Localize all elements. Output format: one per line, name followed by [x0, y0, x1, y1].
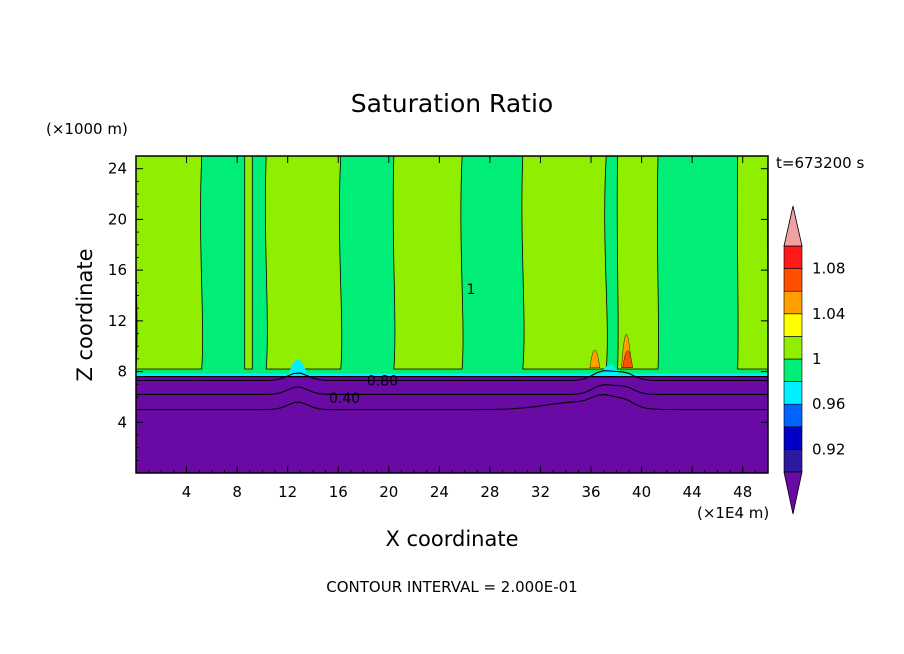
colorbar-swatch-6	[783, 313, 803, 337]
colorbar-swatch-9	[783, 245, 803, 269]
contour-line-2	[136, 393, 768, 411]
x-tick-label-3: 16	[329, 483, 348, 501]
colorbar-tick-label-2: 1	[812, 350, 822, 368]
colorbar: 0.92 0.96 1 1.04 1.08	[783, 205, 845, 515]
x-tick-label-4: 20	[379, 483, 398, 501]
cyan-strip	[136, 373, 768, 377]
x-tick-label-11: 48	[733, 483, 752, 501]
y-unit-label: (×1000 m)	[46, 120, 128, 138]
time-label: t=673200 s	[776, 154, 864, 172]
contour-label-1: 0.40	[329, 391, 360, 407]
colorbar-max-arrow	[783, 205, 803, 247]
x-tick-label-0: 4	[182, 483, 192, 501]
contour-interval-label: CONTOUR INTERVAL = 2.000E-01	[326, 578, 577, 596]
y-tick-label-2: 12	[108, 312, 127, 330]
cyan-bump-0	[287, 359, 308, 377]
y-tick-label-1: 8	[117, 363, 127, 381]
x-unit-label: (×1E4 m)	[697, 504, 769, 522]
contour-label-2: 1	[466, 282, 475, 298]
y-axis: 4 8 12 16 20 24	[108, 160, 768, 461]
y-tick-label-0: 4	[117, 413, 127, 431]
colorbar-swatch-7	[783, 290, 803, 315]
colorbar-swatch-0	[783, 449, 803, 473]
contour-labels: 0.80 0.40 1	[329, 282, 475, 407]
band-4	[521, 156, 608, 370]
contour-label-0: 0.80	[367, 373, 398, 389]
band-0	[136, 156, 204, 370]
y-tick-label-3: 16	[108, 261, 127, 279]
colorbar-swatch-3	[783, 381, 803, 405]
x-axis: 4 8 12 16 20 24 28 32 36 40 44 48	[148, 156, 756, 501]
colorbar-swatch-8	[783, 268, 803, 292]
colorbar-tick-label-3: 1.04	[812, 305, 845, 323]
x-tick-label-6: 28	[480, 483, 499, 501]
x-tick-label-2: 12	[278, 483, 297, 501]
colorbar-tick-label-4: 1.08	[812, 260, 845, 278]
x-tick-label-1: 8	[232, 483, 242, 501]
contour-line-0	[136, 370, 768, 381]
colorbar-min-arrow	[783, 471, 803, 515]
colorbar-swatch-5	[783, 336, 803, 360]
band-5	[616, 156, 659, 370]
y-axis-label: Z coordinate	[73, 248, 97, 381]
x-tick-label-8: 36	[581, 483, 600, 501]
y-tick-label-5: 24	[108, 160, 127, 178]
base-layer	[136, 376, 768, 473]
x-tick-label-9: 40	[632, 483, 651, 501]
colorbar-swatch-4	[783, 358, 803, 382]
band-3	[392, 156, 464, 370]
hotspot-2	[622, 350, 633, 368]
band-6	[736, 156, 768, 370]
colorbar-swatch-1	[783, 426, 803, 450]
colorbar-swatch-2	[783, 403, 803, 428]
band-1	[244, 156, 253, 370]
plot-area	[136, 156, 768, 473]
x-tick-label-10: 44	[683, 483, 702, 501]
hotspot-0	[589, 349, 601, 368]
chart-title: Saturation Ratio	[351, 89, 553, 118]
contour-line-1	[136, 384, 768, 395]
colorbar-tick-label-0: 0.92	[812, 440, 845, 458]
x-axis-label: X coordinate	[385, 527, 518, 551]
x-tick-label-5: 24	[430, 483, 449, 501]
y-tick-label-4: 20	[108, 210, 127, 228]
x-tick-label-7: 32	[531, 483, 550, 501]
band-2	[265, 156, 343, 370]
colorbar-tick-label-1: 0.96	[812, 395, 845, 413]
